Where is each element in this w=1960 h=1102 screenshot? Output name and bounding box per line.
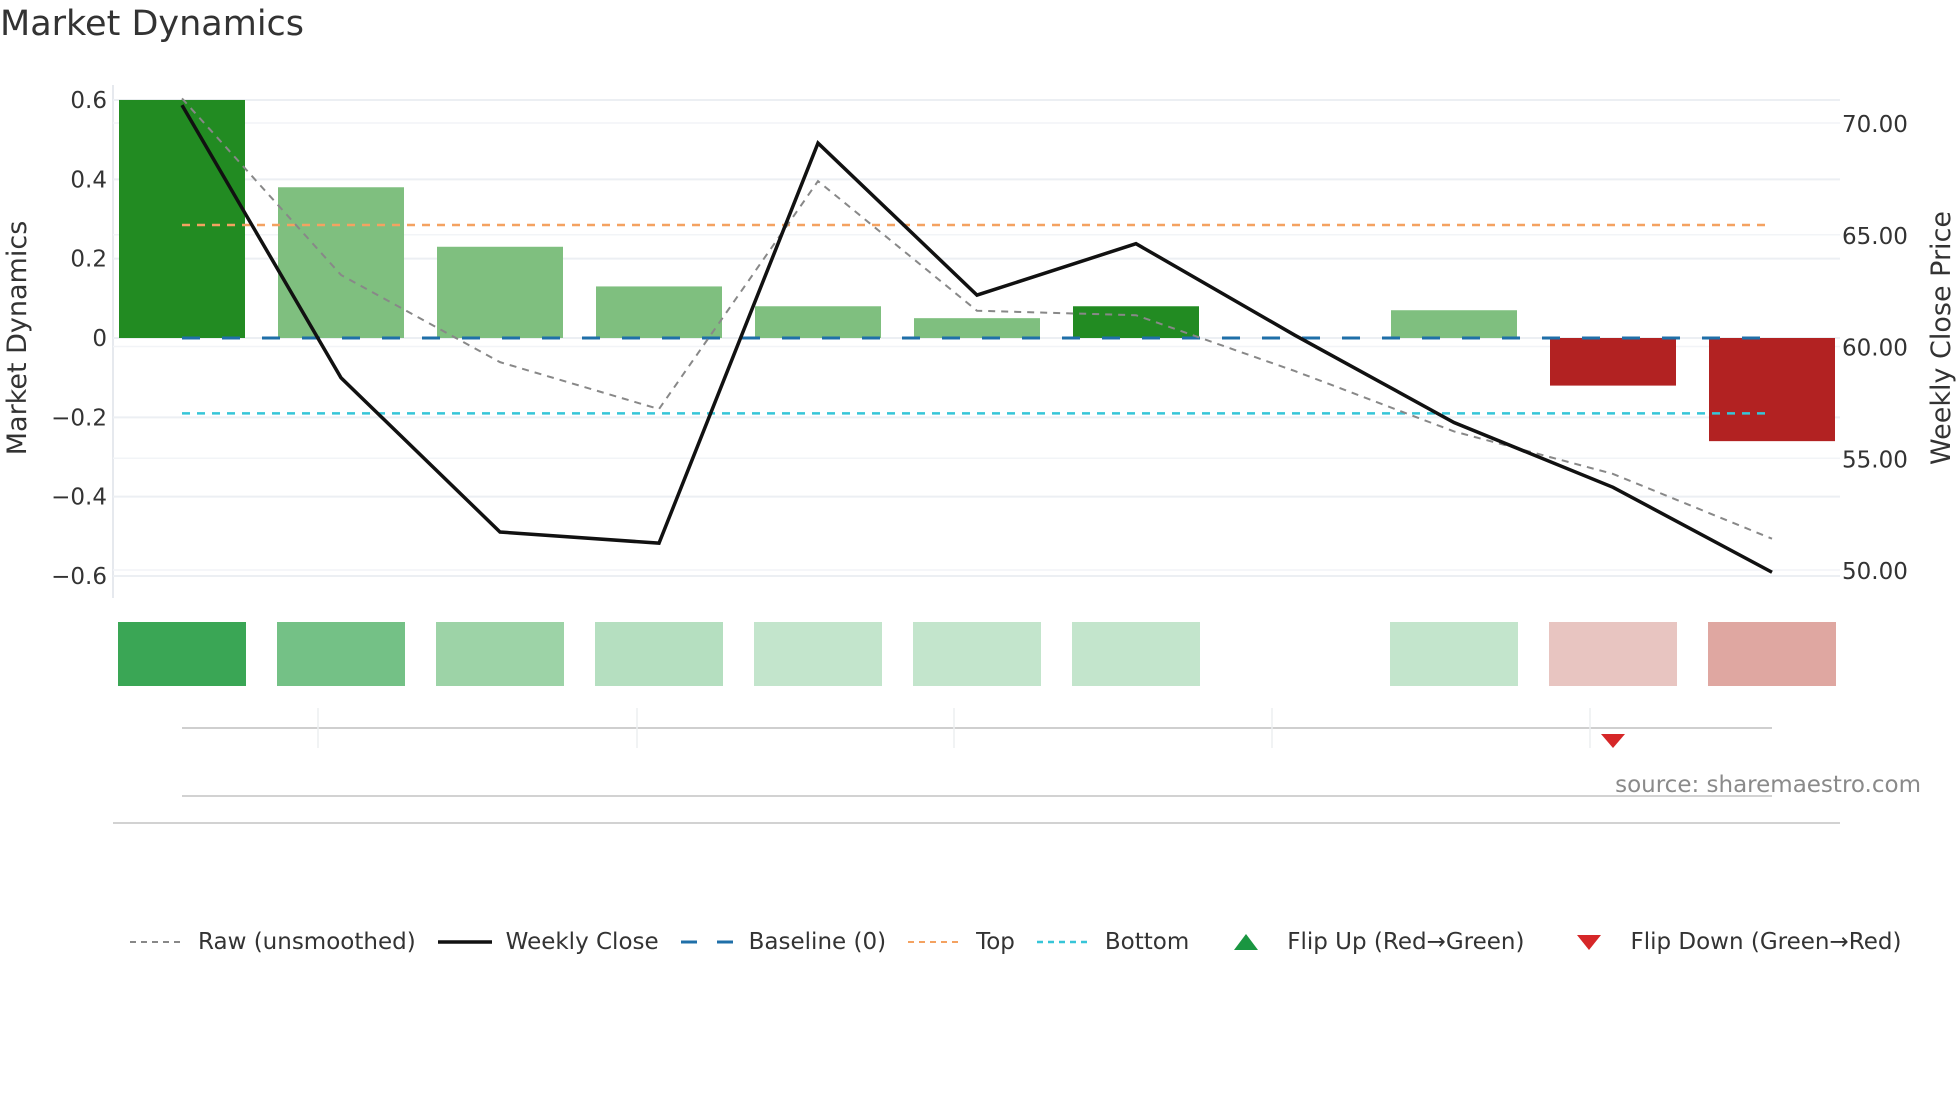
bar bbox=[1550, 338, 1676, 386]
legend-item[interactable]: Weekly Close bbox=[436, 929, 659, 955]
bar bbox=[437, 246, 563, 338]
bar bbox=[119, 99, 245, 338]
legend-label: Weekly Close bbox=[505, 929, 659, 955]
bar bbox=[596, 286, 722, 338]
legend-label: Flip Up (Red→Green) bbox=[1287, 929, 1525, 955]
legend-item[interactable]: Flip Down (Green→Red) bbox=[1560, 929, 1901, 955]
bar bbox=[1391, 310, 1517, 338]
legend-item[interactable]: Bottom bbox=[1035, 929, 1189, 955]
market-dynamics-bars bbox=[119, 99, 1835, 442]
legend-label: Bottom bbox=[1104, 929, 1190, 955]
dashed-gray-line-icon bbox=[128, 932, 186, 952]
heat-tile bbox=[754, 622, 882, 686]
heat-tile bbox=[436, 622, 564, 686]
left-axis-title: Market Dynamics bbox=[2, 221, 33, 456]
weekly-close-line bbox=[180, 104, 1773, 574]
flip-down-marker-icon bbox=[1601, 734, 1625, 748]
right-tick-label: 65.00 bbox=[1842, 224, 1908, 250]
left-tick-label: 0.4 bbox=[70, 167, 107, 193]
bar bbox=[914, 318, 1040, 338]
legend-label: Flip Down (Green→Red) bbox=[1630, 929, 1902, 955]
dashed-blue-line-icon bbox=[679, 932, 737, 952]
right-axis-ticks: 70.00 65.00 60.00 55.00 50.00 bbox=[1842, 112, 1908, 585]
heat-tile bbox=[1708, 622, 1836, 686]
legend: Raw (unsmoothed) Weekly Close Baseline (0)… bbox=[128, 922, 1929, 962]
legend-item[interactable]: Raw (unsmoothed) bbox=[128, 929, 416, 955]
bar bbox=[278, 187, 404, 338]
heat-tile bbox=[1072, 622, 1200, 686]
legend-item[interactable]: Top bbox=[906, 929, 1015, 955]
solid-black-line-icon bbox=[436, 932, 494, 952]
legend-item[interactable]: Baseline (0) bbox=[679, 929, 886, 955]
left-tick-label: 0 bbox=[92, 326, 107, 352]
left-tick-label: 0.2 bbox=[70, 247, 107, 273]
bar bbox=[755, 306, 881, 338]
left-axis-ticks: 0.6 0.4 0.2 0 −0.2 −0.4 −0.6 bbox=[51, 88, 107, 590]
right-tick-label: 60.00 bbox=[1842, 336, 1908, 362]
reference-lines bbox=[182, 223, 1772, 415]
heat-strip bbox=[118, 622, 1836, 686]
chart-title: Market Dynamics bbox=[0, 4, 305, 44]
heat-tile bbox=[1390, 622, 1518, 686]
price-lines bbox=[180, 97, 1773, 574]
triangle-up-icon bbox=[1217, 932, 1275, 952]
right-tick-label: 70.00 bbox=[1842, 112, 1908, 138]
left-tick-label: −0.6 bbox=[51, 564, 107, 590]
triangle-down-icon bbox=[1560, 932, 1618, 952]
left-tick-label: −0.4 bbox=[51, 485, 107, 511]
heat-tile bbox=[595, 622, 723, 686]
legend-label: Top bbox=[976, 929, 1015, 955]
legend-label: Raw (unsmoothed) bbox=[198, 929, 416, 955]
heat-tile bbox=[277, 622, 405, 686]
dotted-cyan-line-icon bbox=[1035, 932, 1093, 952]
legend-item[interactable]: Flip Up (Red→Green) bbox=[1217, 929, 1524, 955]
raw-unsmoothed-line bbox=[181, 97, 1773, 540]
heat-tile bbox=[1549, 622, 1677, 686]
right-axis-title: Weekly Close Price bbox=[1926, 211, 1957, 465]
left-tick-label: −0.2 bbox=[51, 405, 107, 431]
source-note: source: sharemaestro.com bbox=[1615, 772, 1921, 798]
flip-marker-band bbox=[113, 708, 1840, 824]
left-tick-label: 0.6 bbox=[70, 88, 107, 114]
bar bbox=[1073, 306, 1199, 338]
heat-tile bbox=[118, 622, 246, 686]
legend-label: Baseline (0) bbox=[748, 929, 887, 955]
heat-tile bbox=[913, 622, 1041, 686]
right-tick-label: 55.00 bbox=[1842, 447, 1908, 473]
dotted-orange-line-icon bbox=[906, 932, 964, 952]
bar bbox=[1709, 338, 1835, 442]
right-tick-label: 50.00 bbox=[1842, 559, 1908, 585]
